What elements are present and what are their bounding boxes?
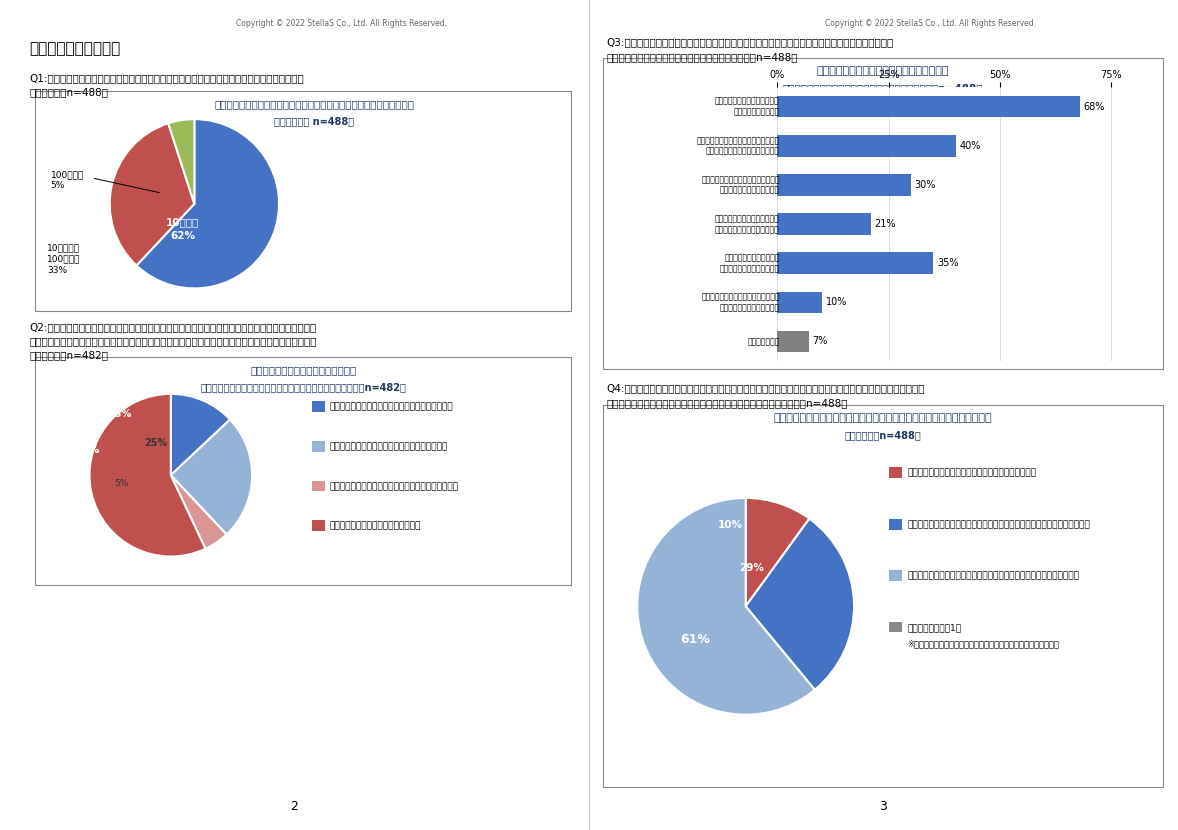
Text: 3: 3	[880, 800, 887, 813]
Text: 7%: 7%	[812, 336, 828, 346]
Wedge shape	[171, 419, 252, 535]
Text: 35%: 35%	[937, 258, 959, 268]
Text: Copyright © 2022 StellaS Co., Ltd. All Rights Reserved.: Copyright © 2022 StellaS Co., Ltd. All R…	[236, 19, 448, 28]
Text: 21%: 21%	[874, 219, 896, 229]
Text: Q3:あなたは中途採用の面接官としてその場に臨むため、どのような事前準備を行っておりますか？: Q3:あなたは中途採用の面接官としてその場に臨むため、どのような事前準備を行って…	[607, 37, 894, 47]
Text: 面接場所やオフィス内の清潔や
整理整頓を実施・確認している: 面接場所やオフィス内の清潔や 整理整頓を実施・確認している	[715, 214, 780, 234]
Text: 中途採用の面接官としてその場に臨むため、: 中途採用の面接官としてその場に臨むため、	[816, 66, 949, 76]
Text: どのような事前準備を行っておりますか？（複数回答、n=488）: どのような事前準備を行っておりますか？（複数回答、n=488）	[782, 83, 984, 93]
Wedge shape	[746, 519, 854, 690]
Text: 10回未満
62%: 10回未満 62%	[166, 217, 199, 241]
Text: その他（回答数：1）: その他（回答数：1）	[907, 623, 961, 632]
Text: ない（面接官教育の「制度がない」）: ない（面接官教育の「制度がない」）	[330, 522, 422, 530]
Text: 10%: 10%	[717, 520, 743, 530]
Text: 61%: 61%	[680, 632, 710, 646]
Text: ない（講習の制度はあるが「受講したことがない」）: ない（講習の制度はあるが「受講したことがない」）	[330, 482, 459, 491]
Bar	[777, 96, 1080, 118]
Text: 10%: 10%	[826, 297, 847, 307]
Text: 会社から講習や教育を受けた経験はありますか？（単一回答、n=482）: 会社から講習や教育を受けた経験はありますか？（単一回答、n=482）	[200, 382, 406, 392]
Wedge shape	[90, 393, 205, 557]
Text: ある（ロールプレイングなどによる「実践講習」）: ある（ロールプレイングなどによる「実践講習」）	[330, 403, 454, 411]
Text: 自身の身だしなみについて
いつも以上に気を遅っている: 自身の身だしなみについて いつも以上に気を遅っている	[720, 253, 780, 273]
Text: 何もしていない: 何もしていない	[748, 337, 780, 346]
Text: 自社の事業内容や担当部署の仕事内容を
説明するための資料を用意している: 自社の事業内容や担当部署の仕事内容を 説明するための資料を用意している	[696, 136, 780, 156]
Text: Q1:あなたはこれまでに面接官として中途採用の面接に参加した回数はどのくらいありますか？: Q1:あなたはこれまでに面接官として中途採用の面接に参加した回数はどのくらいあり…	[29, 73, 304, 83]
Wedge shape	[171, 475, 226, 549]
Text: 面接マニュアルやノウハウが書かれた
資料に事前に目を通している: 面接マニュアルやノウハウが書かれた 資料に事前に目を通している	[701, 175, 780, 195]
Text: 2: 2	[291, 800, 298, 813]
Text: 候補者へ質問を行うにあたり、質問内容はどのように設定していますか？: 候補者へ質問を行うにあたり、質問内容はどのように設定していますか？	[774, 413, 992, 423]
Text: （単一回答、n=488）: （単一回答、n=488）	[29, 87, 108, 97]
Text: 13%: 13%	[108, 409, 132, 419]
Text: 10回以上・
100回未満
33%: 10回以上・ 100回未満 33%	[47, 243, 80, 275]
Text: 面接官として中途採用の面接に参加した回数はどのくらいありますか？: 面接官として中途採用の面接に参加した回数はどのくらいありますか？	[214, 100, 413, 110]
Wedge shape	[171, 393, 230, 475]
Text: 57%: 57%	[73, 445, 99, 455]
Bar	[777, 135, 955, 157]
Text: 中途採用の面接官を務めるにあたり、: 中途採用の面接官を務めるにあたり、	[250, 365, 357, 375]
Text: 【調査結果について】: 【調査結果について】	[29, 42, 120, 56]
Text: 29%: 29%	[739, 563, 765, 573]
Text: 当てはまるものを全てお選びください。（複数回答、n=488）: 当てはまるものを全てお選びください。（複数回答、n=488）	[607, 52, 799, 62]
Text: 複数の種類の講習を受けた経験のある方は、直近での実施内容にもっとも近いものをお答えください。: 複数の種類の講習を受けた経験のある方は、直近での実施内容にもっとも近いものをお答…	[29, 336, 317, 346]
Text: 68%: 68%	[1084, 102, 1105, 112]
Text: 30%: 30%	[914, 180, 937, 190]
Text: ※当たりまえのことがあれば他社にその人の仕事ぶりを聞いておく: ※当たりまえのことがあれば他社にその人の仕事ぶりを聞いておく	[907, 640, 1059, 648]
Text: 40%: 40%	[959, 141, 980, 151]
Text: 5%: 5%	[114, 479, 128, 487]
Text: 会社のルールで予め決められた質問内容を、候補者に投げかけている。: 会社のルールで予め決められた質問内容を、候補者に投げかけている。	[907, 572, 1079, 580]
Text: その場の状況にあわせて、アドリブで質問している。: その場の状況にあわせて、アドリブで質問している。	[907, 469, 1037, 477]
Wedge shape	[110, 123, 194, 266]
Bar	[777, 252, 933, 274]
Wedge shape	[168, 119, 194, 203]
Text: 自分なりに決めた質問項目を事前に準備のうえ、候補者に投げかけている。: 自分なりに決めた質問項目を事前に準備のうえ、候補者に投げかけている。	[907, 520, 1090, 529]
Bar	[777, 291, 822, 313]
Bar	[777, 174, 911, 196]
Wedge shape	[137, 119, 279, 288]
Text: 25%: 25%	[144, 438, 167, 448]
Text: 100回以上
5%: 100回以上 5%	[51, 170, 84, 190]
Text: 直近での実施内容にもっとも近いものをお答えください。（単一回答、n=488）: 直近での実施内容にもっとも近いものをお答えください。（単一回答、n=488）	[607, 398, 848, 408]
Wedge shape	[746, 498, 809, 606]
Wedge shape	[637, 498, 815, 715]
Text: （単一回答、n=488）: （単一回答、n=488）	[845, 430, 921, 440]
Text: Q2:あなたは中途採用の面接官を務めるにあたり、会社から講習や教育を受けた経験はありますか？: Q2:あなたは中途採用の面接官を務めるにあたり、会社から講習や教育を受けた経験は…	[29, 322, 317, 332]
Text: ある（資料に目を通すのみの「テキスト講習」）: ある（資料に目を通すのみの「テキスト講習」）	[330, 442, 448, 451]
Bar	[777, 330, 808, 352]
Text: （単一回答、 n=488）: （単一回答、 n=488）	[274, 116, 355, 126]
Text: Q4:あなたは中途採用の面接官として候補者へ質問を行うにあたり、質問内容はどのように設定していますか？: Q4:あなたは中途採用の面接官として候補者へ質問を行うにあたり、質問内容はどのよ…	[607, 383, 925, 393]
Text: Copyright © 2022 StellaS Co., Ltd. All Rights Reserved.: Copyright © 2022 StellaS Co., Ltd. All R…	[825, 19, 1037, 28]
Bar	[777, 213, 871, 235]
Text: （単一回答、n=482）: （単一回答、n=482）	[29, 350, 108, 360]
Text: オンライン面接に利用する機材機器の
動作確認を事前に行っている: オンライン面接に利用する機材機器の 動作確認を事前に行っている	[701, 292, 780, 312]
Text: 候補者の履歴書や職務経歴書を
事前に読み込んでいる: 候補者の履歴書や職務経歴書を 事前に読み込んでいる	[715, 97, 780, 116]
